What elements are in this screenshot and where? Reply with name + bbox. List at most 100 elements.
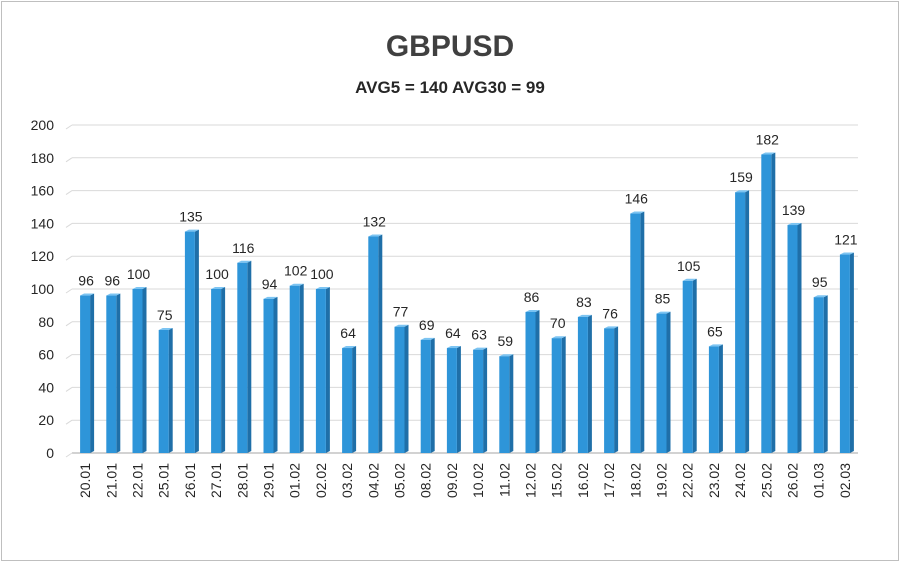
data-label: 100	[127, 266, 151, 282]
x-tick-label: 28.01	[234, 463, 250, 498]
x-tick-label: 18.02	[627, 463, 643, 498]
bar-side	[483, 347, 488, 453]
data-label: 59	[498, 333, 514, 349]
x-tick-label: 21.01	[103, 463, 119, 498]
x-tick-label: 15.02	[549, 463, 565, 498]
bar	[525, 311, 536, 453]
y-axis: 0 20 40 60 80 100 120 140 160 180 200	[31, 117, 55, 461]
bar-top	[499, 354, 514, 357]
bar	[839, 254, 850, 453]
gridline-edge	[65, 222, 73, 228]
x-tick-label: 01.02	[287, 463, 303, 498]
bar	[787, 225, 798, 453]
x-tick-label: 20.01	[77, 463, 93, 498]
gridline-edge	[65, 386, 73, 392]
x-tick-label: 26.01	[182, 463, 198, 498]
bar-top	[315, 287, 330, 289]
bar	[551, 338, 562, 453]
gridline-edge	[65, 288, 73, 294]
bar-side	[404, 324, 409, 453]
y-tick-label: 100	[31, 281, 55, 297]
bar-top	[761, 152, 776, 155]
bar-top	[289, 283, 304, 286]
bar-top	[158, 328, 173, 330]
bar-top	[106, 293, 121, 296]
bar	[106, 295, 117, 453]
y-tick-label: 20	[38, 412, 54, 428]
x-tick-label: 26.02	[785, 463, 801, 498]
bar-top	[132, 287, 147, 289]
data-label: 146	[625, 191, 649, 207]
x-tick-label: 22.01	[130, 463, 146, 498]
x-tick-label: 03.02	[339, 463, 355, 498]
data-label: 96	[105, 273, 121, 289]
x-tick-label: 01.03	[811, 463, 827, 498]
data-label: 64	[445, 325, 461, 341]
x-tick-label: 02.02	[313, 463, 329, 498]
x-tick-label: 19.02	[654, 463, 670, 498]
bar	[761, 154, 772, 453]
bar	[813, 297, 824, 453]
y-tick-label: 0	[46, 445, 54, 461]
data-label: 139	[782, 202, 806, 218]
x-tick-label: 16.02	[575, 463, 591, 498]
x-tick-label: 27.01	[208, 463, 224, 498]
data-label: 64	[340, 325, 356, 341]
bar-side	[797, 223, 802, 453]
x-tick-label: 29.01	[261, 463, 277, 498]
bar-top	[237, 260, 252, 263]
bar	[394, 326, 405, 453]
data-label: 70	[550, 315, 566, 331]
x-tick-label: 25.02	[758, 463, 774, 498]
bar	[708, 346, 719, 453]
x-tick-label: 05.02	[392, 463, 408, 498]
bar	[211, 289, 222, 453]
x-tick-label: 12.02	[523, 463, 539, 498]
data-label: 159	[729, 169, 753, 185]
bar	[446, 348, 457, 453]
chart-title: GBPUSD	[385, 30, 515, 63]
bar	[315, 289, 326, 453]
data-label: 182	[756, 132, 780, 148]
x-tick-label: 04.02	[365, 463, 381, 498]
y-tick-label: 80	[38, 314, 54, 330]
bar-top	[551, 336, 566, 339]
bar-side	[90, 293, 95, 453]
bar	[682, 280, 693, 453]
bar	[735, 192, 746, 454]
bar-side	[509, 354, 514, 453]
bar	[263, 298, 274, 453]
bar	[630, 213, 641, 453]
data-label: 65	[707, 323, 723, 339]
bar-top	[342, 346, 357, 349]
gridline-edge	[65, 354, 73, 360]
x-tick-label: 23.02	[706, 463, 722, 498]
bar-top	[630, 211, 645, 214]
data-label: 95	[812, 274, 828, 290]
bar-side	[666, 311, 671, 453]
bar	[420, 339, 431, 453]
x-tick-label: 10.02	[470, 463, 486, 498]
bar-side	[142, 287, 147, 453]
bar-side	[352, 346, 357, 453]
bar-top	[604, 326, 619, 329]
gridline-edge	[65, 157, 73, 163]
bar-top	[656, 311, 671, 314]
data-label: 105	[677, 258, 701, 274]
bar-side	[692, 278, 697, 453]
data-label: 77	[393, 304, 409, 320]
bar	[184, 231, 195, 453]
bar	[473, 349, 484, 453]
bar-side	[194, 229, 199, 453]
y-tick-label: 200	[31, 117, 55, 133]
bar-side	[221, 287, 226, 453]
bar	[80, 295, 91, 453]
bar-side	[561, 336, 566, 453]
bar-side	[640, 211, 645, 453]
data-label: 100	[310, 266, 334, 282]
bar-side	[247, 260, 252, 453]
data-label: 83	[576, 294, 592, 310]
data-label: 116	[232, 240, 255, 256]
x-tick-label: 24.02	[732, 463, 748, 498]
